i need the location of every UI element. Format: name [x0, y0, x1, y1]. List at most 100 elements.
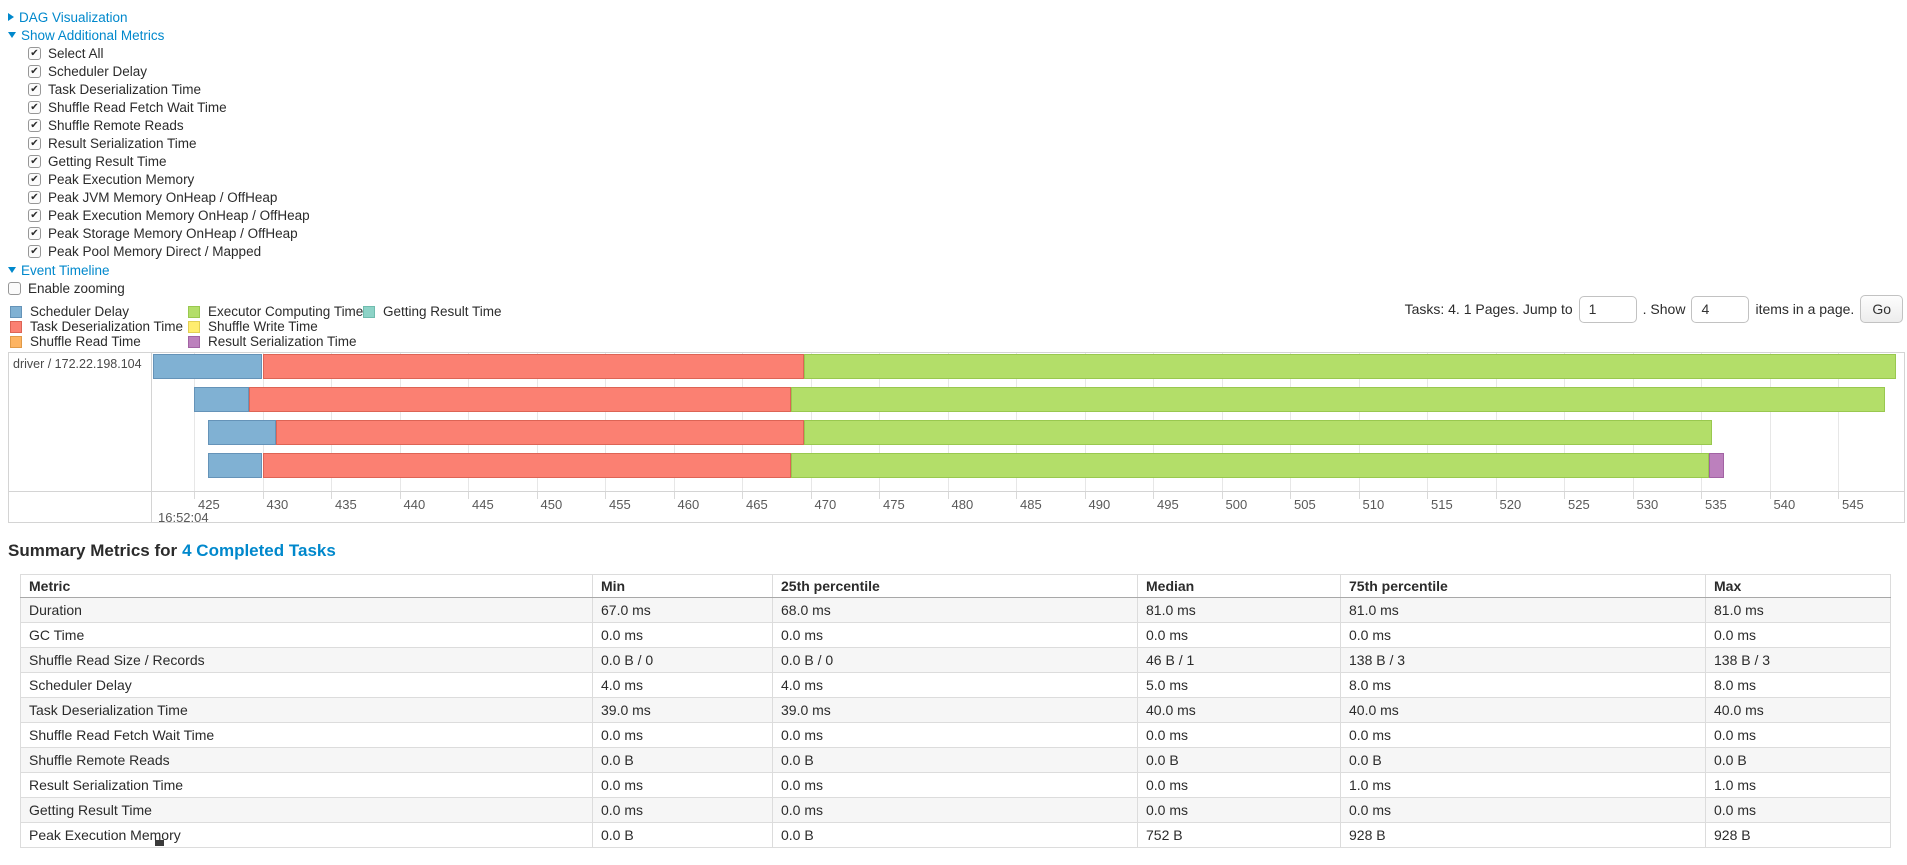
additional-metrics-list: ✔ Select All ✔ Scheduler Delay ✔ Task Deseria…: [28, 44, 310, 260]
metric-checkbox-row[interactable]: ✔ Scheduler Delay: [28, 62, 310, 80]
go-button[interactable]: Go: [1860, 295, 1903, 323]
metric-checkbox-row[interactable]: ✔ Peak Execution Memory: [28, 170, 310, 188]
metric-checkbox-row[interactable]: ✔ Shuffle Read Fetch Wait Time: [28, 98, 310, 116]
summary-table-row: Shuffle Remote Reads 0.0 B 0.0 B 0.0 B 0.0 B…: [20, 747, 1891, 773]
metric-name-cell: Result Serialization Time: [20, 772, 593, 798]
metric-checkbox-row[interactable]: ✔ Peak JVM Memory OnHeap / OffHeap: [28, 188, 310, 206]
event-timeline-toggle[interactable]: Event Timeline: [8, 262, 110, 278]
metric-value-cell: 67.0 ms: [592, 597, 773, 623]
timeline-task-scheduler-delay-bar[interactable]: [207, 453, 263, 478]
timeline-task-executor-computing-time-bar[interactable]: [803, 420, 1712, 445]
axis-tick-icon: [194, 492, 195, 499]
timeline-task-task-deserialization-time-bar[interactable]: [262, 453, 792, 478]
checkbox-checked-icon[interactable]: ✔: [28, 82, 41, 96]
axis-tick-icon: [1632, 492, 1634, 499]
timeline-task-executor-computing-time-bar[interactable]: [803, 354, 1896, 379]
metric-value-cell: 0.0 ms: [1340, 797, 1706, 823]
checkbox-checked-icon[interactable]: ✔: [28, 118, 41, 132]
jump-to-page-input[interactable]: [1578, 295, 1637, 323]
legend-item-label: Executor Computing Time: [208, 304, 364, 319]
timeline-task-task-deserialization-time-bar[interactable]: [248, 387, 792, 412]
metric-checkbox-row[interactable]: ✔ Peak Execution Memory OnHeap / OffHeap: [28, 206, 310, 224]
metric-value-cell: 0.0 ms: [1705, 622, 1891, 648]
metric-checkbox-row[interactable]: ✔ Shuffle Remote Reads: [28, 116, 310, 134]
axis-tick-label: 450: [540, 497, 563, 512]
checkbox-checked-icon[interactable]: ✔: [28, 244, 41, 258]
legend-item-label: Result Serialization Time: [208, 334, 357, 349]
checkbox-checked-icon[interactable]: ✔: [28, 172, 41, 186]
metric-name-cell: Shuffle Remote Reads: [20, 747, 593, 773]
axis-tick-icon: [1153, 492, 1154, 499]
metric-value-cell: 1.0 ms: [1340, 772, 1706, 798]
event-timeline-label: Event Timeline: [21, 262, 110, 278]
timeline-task-executor-computing-time-bar[interactable]: [791, 387, 1885, 412]
timeline-task-scheduler-delay-bar[interactable]: [152, 354, 263, 379]
axis-tick-label: 520: [1499, 497, 1522, 512]
axis-tick-label: 485: [1020, 497, 1042, 512]
summary-table-row: Scheduler Delay 4.0 ms 4.0 ms 5.0 ms 8.0 ms 8…: [20, 672, 1891, 698]
axis-tick-label: 440: [403, 497, 426, 512]
timeline-task-result-serialization-time-bar[interactable]: [1709, 453, 1725, 478]
legend-column-2: Executor Computing Time Shuffle Write Tim…: [188, 304, 363, 349]
expanded-arrow-icon: [8, 267, 16, 273]
axis-tick-label: 490: [1088, 497, 1111, 512]
summary-table-header-cell: 25th percentile: [772, 574, 1138, 598]
summary-table-row: Shuffle Read Fetch Wait Time 0.0 ms 0.0 ms…: [20, 722, 1891, 748]
enable-zooming-checkbox-row[interactable]: Enable zooming: [8, 280, 125, 296]
timeline-task-task-deserialization-time-bar[interactable]: [262, 354, 804, 379]
metric-checkbox-label: Shuffle Remote Reads: [48, 117, 184, 133]
axis-tick-label: 545: [1842, 497, 1864, 512]
axis-tick-icon: [947, 492, 949, 499]
checkbox-checked-icon[interactable]: ✔: [28, 208, 41, 222]
checkbox-checked-icon[interactable]: ✔: [28, 226, 41, 240]
axis-tick-icon: [399, 492, 401, 499]
axis-tick-label: 475: [883, 497, 905, 512]
summary-metrics-heading: Summary Metrics for 4 Completed Tasks: [8, 541, 336, 561]
legend-item: Shuffle Read Time: [10, 334, 183, 349]
metric-value-cell: 40.0 ms: [1705, 697, 1891, 723]
metric-checkbox-row[interactable]: ✔ Result Serialization Time: [28, 134, 310, 152]
metric-value-cell: 0.0 B: [1705, 747, 1891, 773]
timeline-task-executor-computing-time-bar[interactable]: [791, 453, 1710, 478]
metric-checkbox-row[interactable]: ✔ Peak Pool Memory Direct / Mapped: [28, 242, 310, 260]
checkbox-unchecked-icon[interactable]: [8, 281, 21, 295]
checkbox-checked-icon[interactable]: ✔: [28, 64, 41, 78]
axis-tick-icon: [1564, 492, 1565, 499]
metric-checkbox-row[interactable]: ✔ Getting Result Time: [28, 152, 310, 170]
task-deserialization-time-swatch-icon: [10, 320, 22, 333]
dag-visualization-toggle[interactable]: DAG Visualization: [8, 9, 128, 25]
checkbox-checked-icon[interactable]: ✔: [28, 46, 41, 60]
metric-value-cell: 0.0 ms: [1705, 797, 1891, 823]
timeline-task-scheduler-delay-bar[interactable]: [194, 387, 249, 412]
axis-tick-icon: [1290, 492, 1291, 499]
axis-tick-label: 505: [1294, 497, 1316, 512]
metric-name-cell: Getting Result Time: [20, 797, 593, 823]
page-size-input[interactable]: [1691, 295, 1750, 323]
summary-table-row: GC Time 0.0 ms 0.0 ms 0.0 ms 0.0 ms 0.0 ms: [20, 622, 1891, 648]
metric-value-cell: 0.0 ms: [1137, 797, 1341, 823]
checkbox-checked-icon[interactable]: ✔: [28, 100, 41, 114]
metric-value-cell: 0.0 B: [1340, 747, 1706, 773]
legend-item-label: Shuffle Write Time: [208, 319, 318, 334]
timeline-task-scheduler-delay-bar[interactable]: [207, 420, 277, 445]
metric-name-cell: Peak Execution Memory: [20, 822, 593, 848]
legend-item-label: Scheduler Delay: [30, 304, 130, 319]
checkbox-checked-icon[interactable]: ✔: [28, 136, 41, 150]
metric-checkbox-row[interactable]: ✔ Select All: [28, 44, 310, 62]
metric-value-cell: 0.0 ms: [1137, 772, 1341, 798]
checkbox-checked-icon[interactable]: ✔: [28, 154, 41, 168]
metric-checkbox-row[interactable]: ✔ Peak Storage Memory OnHeap / OffHeap: [28, 224, 310, 242]
legend-column-3: Getting Result Time: [363, 304, 502, 319]
metric-value-cell: 4.0 ms: [592, 672, 773, 698]
summary-table-row: Result Serialization Time 0.0 ms 0.0 ms 0.0…: [20, 772, 1891, 798]
metric-checkbox-row[interactable]: ✔ Task Deserialization Time: [28, 80, 310, 98]
axis-tick-label: 495: [1157, 497, 1179, 512]
show-additional-metrics-toggle[interactable]: Show Additional Metrics: [8, 27, 164, 43]
metric-checkbox-label: Getting Result Time: [48, 153, 167, 169]
checkbox-checked-icon[interactable]: ✔: [28, 190, 41, 204]
axis-tick-icon: [810, 492, 812, 499]
completed-tasks-link[interactable]: 4 Completed Tasks: [182, 541, 336, 560]
timeline-gridline: [1769, 353, 1771, 491]
timeline-gridline: [194, 353, 195, 491]
timeline-task-task-deserialization-time-bar[interactable]: [276, 420, 804, 445]
